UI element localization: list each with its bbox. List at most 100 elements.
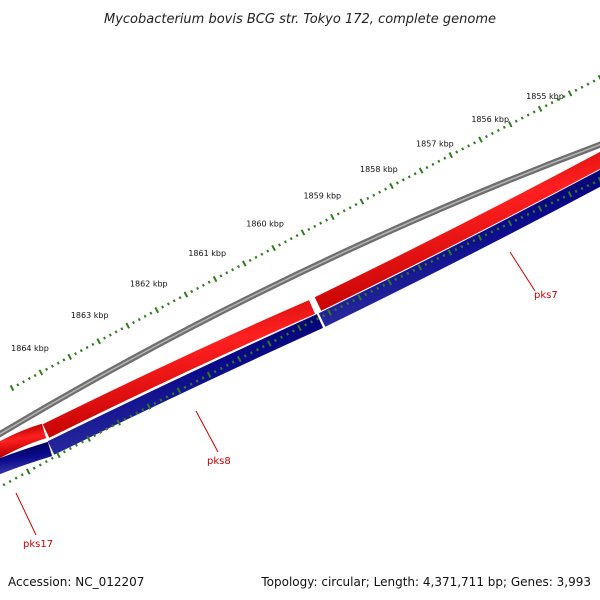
outer-minor-tick <box>348 206 352 210</box>
outer-major-tick <box>359 198 365 205</box>
inner-minor-tick <box>556 198 560 202</box>
inner-major-tick <box>116 419 121 426</box>
inner-minor-tick <box>334 308 338 312</box>
outer-minor-tick <box>120 327 124 331</box>
inner-minor-tick <box>430 259 434 263</box>
inner-minor-tick <box>219 366 223 371</box>
outer-major-tick <box>597 74 600 81</box>
outer-minor-tick <box>161 305 165 309</box>
kbp-label: 1863 kbp <box>71 311 109 320</box>
outer-minor-tick <box>190 289 194 294</box>
kbp-label: 1861 kbp <box>188 249 226 258</box>
inner-minor-tick <box>261 345 265 349</box>
inner-major-tick <box>25 468 31 475</box>
inner-minor-tick <box>472 239 476 243</box>
outer-minor-tick <box>325 218 328 222</box>
outer-minor-tick <box>16 383 20 387</box>
inner-minor-tick <box>466 242 470 246</box>
outer-minor-tick <box>526 113 530 117</box>
outer-major-tick <box>330 213 335 221</box>
outer-tick-ring <box>9 74 600 392</box>
outer-minor-tick <box>413 172 417 176</box>
outer-minor-tick <box>384 187 387 191</box>
inner-minor-tick <box>141 408 145 412</box>
outer-minor-tick <box>592 79 596 83</box>
outer-minor-tick <box>395 181 399 185</box>
pks8-leader-line <box>195 410 219 453</box>
reverse-gene-block-3 <box>318 169 600 327</box>
outer-minor-tick <box>50 364 54 368</box>
inner-minor-tick <box>243 354 247 358</box>
kbp-label-group: 1855 kbp 1856 kbp 1857 kbp 1858 kbp 1859 kbp… <box>11 92 564 353</box>
outer-minor-tick <box>137 317 141 322</box>
outer-minor-tick <box>455 150 459 154</box>
outer-major-tick <box>300 229 306 236</box>
outer-major-tick <box>389 182 394 190</box>
inner-minor-tick <box>99 430 103 434</box>
outer-minor-tick <box>336 212 340 216</box>
inner-minor-tick <box>286 332 289 336</box>
outer-minor-tick <box>248 258 252 262</box>
inner-minor-tick <box>514 218 518 222</box>
inner-minor-tick <box>424 262 428 266</box>
inner-minor-tick <box>201 376 205 380</box>
inner-major-tick <box>477 234 483 241</box>
outer-minor-tick <box>378 190 382 194</box>
outer-minor-tick <box>485 135 488 139</box>
outer-minor-tick <box>550 101 554 105</box>
outer-major-tick <box>9 384 15 392</box>
inner-minor-tick <box>14 476 18 480</box>
outer-minor-tick <box>443 156 447 160</box>
outer-minor-tick <box>342 209 346 213</box>
outer-minor-tick <box>401 178 405 182</box>
outer-minor-tick <box>431 162 435 166</box>
inner-minor-tick <box>502 224 506 228</box>
inner-minor-tick <box>346 301 350 306</box>
outer-major-tick <box>67 353 72 360</box>
outer-minor-tick <box>532 110 536 114</box>
inner-minor-tick <box>135 411 139 415</box>
inner-major-tick <box>237 355 242 363</box>
inner-minor-tick <box>62 450 66 454</box>
inner-minor-tick <box>93 433 97 438</box>
outer-minor-tick <box>556 98 560 102</box>
pks17-leader-line <box>15 492 37 536</box>
inner-minor-tick <box>38 463 42 467</box>
inner-tick-ring <box>0 176 600 491</box>
inner-major-tick <box>206 371 212 378</box>
accession-label: Accession: NC_012207 <box>8 575 144 589</box>
kbp-label: 1862 kbp <box>130 279 168 288</box>
inner-minor-tick <box>496 227 500 231</box>
inner-minor-tick <box>279 335 283 339</box>
outer-minor-tick <box>45 367 49 371</box>
gene-label-pks7: pks7 <box>534 290 558 301</box>
kbp-label: 1860 kbp <box>246 220 284 229</box>
inner-minor-tick <box>490 230 494 234</box>
inner-minor-tick <box>532 209 536 214</box>
outer-minor-tick <box>114 330 118 334</box>
reverse-gene-block-1 <box>0 441 53 475</box>
inner-minor-tick <box>165 395 169 399</box>
inner-minor-tick <box>562 195 566 199</box>
forward-gene-block-3 <box>314 151 600 311</box>
outer-minor-tick <box>219 274 223 278</box>
inner-minor-tick <box>412 268 416 272</box>
inner-major-tick <box>537 205 543 212</box>
outer-major-tick <box>537 105 543 112</box>
inner-minor-tick <box>225 363 229 367</box>
inner-minor-tick <box>189 382 193 386</box>
outer-minor-tick <box>166 302 170 306</box>
gene-label-pks8: pks8 <box>207 456 231 467</box>
outer-major-tick <box>38 369 44 376</box>
outer-minor-tick <box>237 265 240 269</box>
kbp-label: 1858 kbp <box>360 165 398 174</box>
inner-minor-tick <box>44 460 48 464</box>
inner-minor-tick <box>20 473 24 477</box>
inner-major-tick <box>297 324 302 332</box>
inner-minor-tick <box>183 385 187 389</box>
inner-minor-tick <box>364 292 368 296</box>
outer-minor-tick <box>91 342 95 346</box>
outer-minor-tick <box>289 237 293 241</box>
outer-minor-tick <box>254 255 258 259</box>
